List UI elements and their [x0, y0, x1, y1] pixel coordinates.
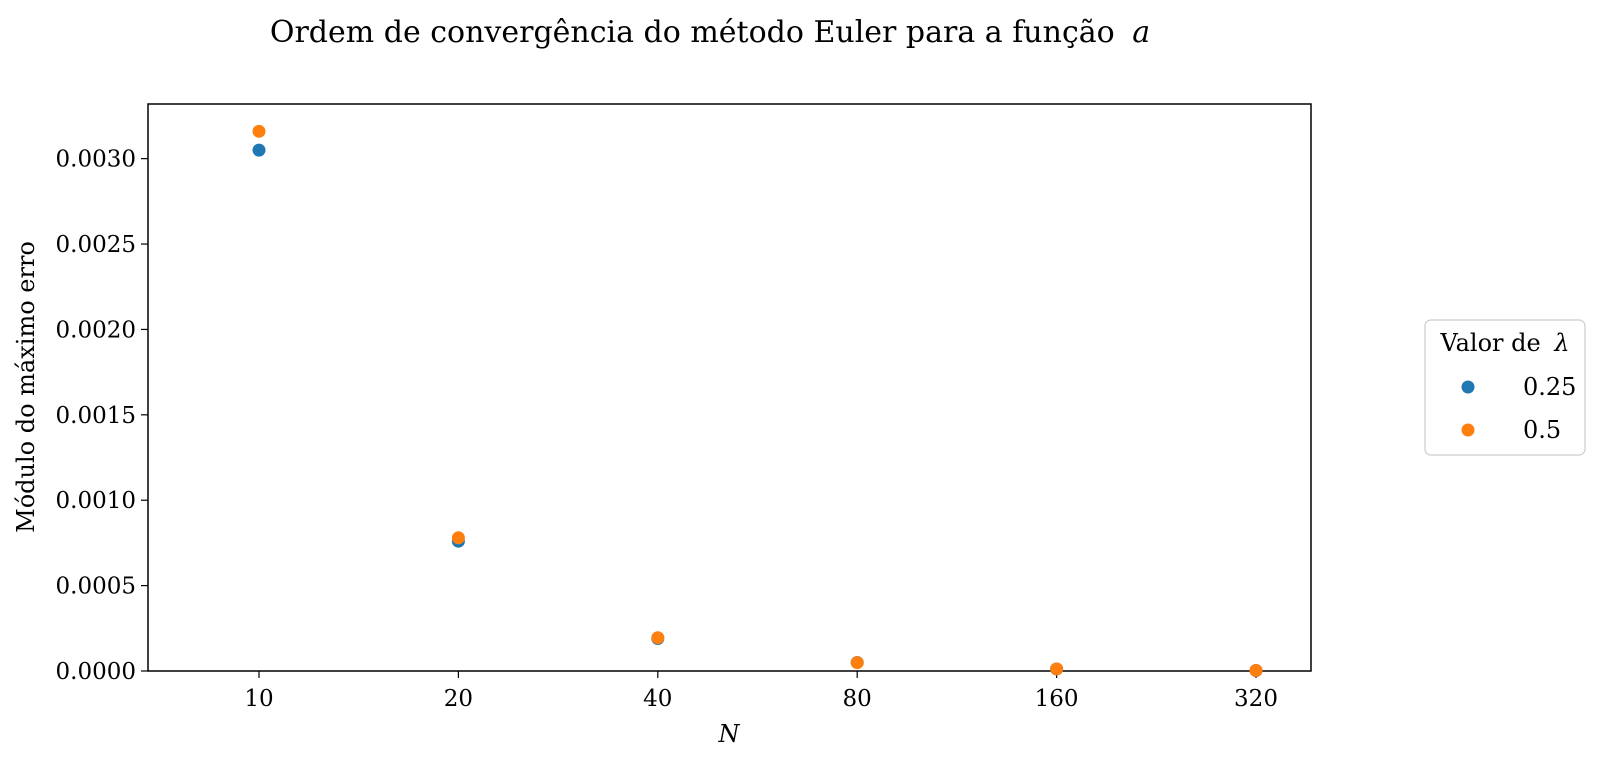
x-tick-label: 160	[1035, 686, 1079, 712]
scatter-point-series-1	[850, 656, 864, 670]
y-tick-label: 0.0015	[56, 403, 136, 429]
legend-title-text: Valor de	[1439, 329, 1540, 357]
x-tick-label: 10	[244, 686, 273, 712]
legend: Valor de λ 0.25 0.5	[1424, 319, 1586, 456]
y-tick-label: 0.0020	[56, 317, 136, 343]
x-tick-label: 20	[444, 686, 473, 712]
legend-title-symbol: λ	[1553, 329, 1569, 357]
y-tick-label: 0.0030	[56, 147, 136, 173]
scatter-point-series-0	[252, 143, 266, 157]
legend-label: 0.5	[1523, 416, 1561, 444]
scatter-point-series-1	[1249, 663, 1263, 677]
x-tick-label: 320	[1234, 686, 1278, 712]
y-axis-ticks: 0.0000 0.0005 0.0010 0.0015 0.0020 0.0025 0.00…	[56, 147, 148, 685]
plot-area-frame	[147, 103, 1312, 672]
y-tick-label: 0.0010	[56, 488, 136, 514]
legend-label: 0.25	[1523, 373, 1576, 401]
y-tick-label: 0.0000	[56, 659, 136, 685]
chart-title-symbol: a	[1132, 15, 1150, 50]
x-tick-label: 80	[843, 686, 872, 712]
x-axis-label: N	[718, 720, 741, 748]
x-axis-ticks: 10 20 40 80 160 320	[244, 671, 1278, 712]
scatter-point-series-1	[1050, 662, 1064, 676]
x-tick-label: 40	[643, 686, 672, 712]
legend-marker	[1461, 423, 1475, 437]
legend-marker	[1461, 380, 1475, 394]
scatter-point-series-1	[651, 631, 665, 645]
y-tick-label: 0.0025	[56, 232, 136, 258]
data-points	[252, 124, 1263, 677]
legend-items: 0.25 0.5	[1461, 373, 1576, 444]
scatter-point-series-1	[451, 531, 465, 545]
legend-box	[1424, 319, 1586, 456]
y-axis-label: Módulo do máximo erro	[12, 241, 40, 533]
scatter-point-series-1	[252, 124, 266, 138]
y-tick-label: 0.0005	[56, 574, 136, 600]
chart-title: Ordem de convergência do método Euler pa…	[270, 15, 1150, 50]
chart-title-text: Ordem de convergência do método Euler pa…	[270, 15, 1115, 50]
legend-title: Valor de λ	[1439, 329, 1569, 357]
